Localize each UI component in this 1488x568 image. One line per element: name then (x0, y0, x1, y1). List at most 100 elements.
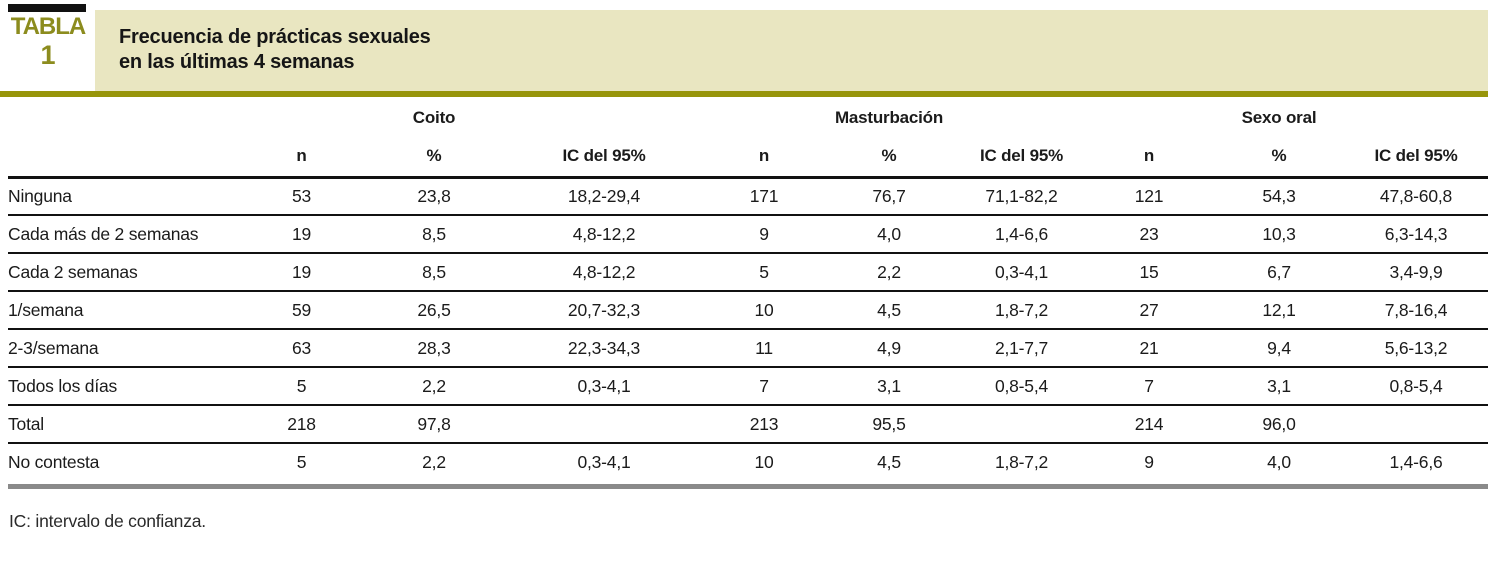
table-row: 2-3/semana 63 28,3 22,3-34,3 11 4,9 2,1-… (8, 329, 1488, 367)
cell: 4,8-12,2 (572, 223, 636, 244)
table-row: 1/semana 59 26,5 20,7-32,3 10 4,5 1,8-7,… (8, 291, 1488, 329)
row-label: No contesta (8, 452, 100, 472)
top-accent-bar (8, 4, 86, 12)
row-label: Cada más de 2 semanas (8, 223, 199, 244)
cell: 8,5 (422, 223, 446, 244)
cell: 22,3-34,3 (567, 337, 641, 358)
cell: 1,4-6,6 (994, 223, 1049, 244)
column-header: IC del 95% (979, 146, 1064, 166)
cell: 59 (291, 299, 312, 320)
cell: 9 (759, 223, 769, 244)
cell: 76,7 (872, 185, 906, 206)
spacer (1344, 98, 1488, 137)
table-row: No contesta 5 2,2 0,3-4,1 10 4,5 1,8-7,2… (8, 443, 1488, 481)
cell: 218 (287, 413, 316, 434)
table-row: Total 218 97,8 213 95,5 214 96,0 (8, 405, 1488, 443)
group-header-sexo-oral: Sexo oral (1241, 107, 1317, 127)
column-header: % (426, 146, 442, 166)
cell: 10 (754, 299, 774, 320)
cell: 6,3-14,3 (1384, 223, 1448, 244)
cell: 12,1 (1262, 299, 1296, 320)
cell: 5,6-13,2 (1384, 337, 1448, 358)
cell: 53 (291, 185, 312, 206)
cell: 1,8-7,2 (994, 299, 1049, 320)
cell: 95,5 (872, 413, 906, 434)
cell: 5 (296, 375, 307, 396)
accent-rule (0, 91, 1488, 97)
cell: 2,2 (422, 452, 446, 472)
cell (959, 405, 1084, 443)
cell (499, 405, 709, 443)
cell: 10,3 (1262, 223, 1296, 244)
spacer (709, 98, 819, 137)
table-row: Ninguna 53 23,8 18,2-29,4 171 76,7 71,1-… (8, 177, 1488, 215)
table-bottom-rule (8, 484, 1488, 489)
cell: 2,2 (422, 375, 446, 396)
table-title: Frecuencia de prácticas sexuales en las … (95, 10, 1488, 75)
cell: 27 (1139, 299, 1159, 320)
column-header: n (296, 146, 307, 166)
table-tag-word: TABLA (10, 13, 87, 40)
cell: 47,8-60,8 (1379, 185, 1453, 206)
table-row: Todos los días 5 2,2 0,3-4,1 7 3,1 0,8-5… (8, 367, 1488, 405)
cell: 214 (1134, 413, 1164, 434)
row-label: Ninguna (8, 185, 72, 206)
column-header: % (881, 146, 897, 166)
spacer (959, 98, 1084, 137)
cell: 8,5 (422, 261, 446, 282)
cell: 3,1 (877, 375, 901, 396)
cell: 23 (1139, 223, 1159, 244)
cell: 18,2-29,4 (567, 185, 641, 206)
cell: 1,4-6,6 (1389, 452, 1443, 472)
cell: 97,8 (417, 413, 451, 434)
corner-cell (8, 98, 234, 137)
cell: 7,8-16,4 (1384, 299, 1448, 320)
cell: 4,8-12,2 (572, 261, 636, 282)
cell: 19 (291, 261, 312, 282)
spacer (1084, 98, 1214, 137)
cell: 63 (291, 337, 312, 358)
column-header: % (1271, 146, 1287, 166)
row-label: Todos los días (8, 375, 118, 396)
table-row: Cada más de 2 semanas 19 8,5 4,8-12,2 9 … (8, 215, 1488, 253)
row-label: 1/semana (8, 299, 84, 320)
table-footnote: IC: intervalo de confianza. (9, 511, 206, 531)
frequency-table: Coito Masturbación Sexo oral n % IC del … (8, 98, 1488, 481)
column-header: n (758, 146, 770, 166)
cell: 2,1-7,7 (994, 337, 1049, 358)
cell: 4,5 (877, 452, 901, 472)
spacer (234, 98, 369, 137)
cell: 71,1-82,2 (985, 185, 1058, 206)
subheader-row: n % IC del 95% n % IC del 95% n % IC del… (8, 137, 1488, 177)
cell: 3,4-9,9 (1389, 261, 1443, 282)
cell: 19 (291, 223, 312, 244)
cell: 28,3 (417, 337, 451, 358)
column-header: IC del 95% (562, 146, 646, 166)
group-header-masturbacion: Masturbación (834, 107, 944, 127)
cell: 0,3-4,1 (994, 261, 1049, 282)
cell: 0,8-5,4 (1389, 375, 1443, 396)
row-label: Cada 2 semanas (8, 261, 138, 282)
cell: 9,4 (1267, 337, 1291, 358)
cell: 11 (755, 337, 773, 358)
cell: 15 (1139, 261, 1159, 282)
cell: 4,5 (877, 299, 901, 320)
spacer (499, 98, 709, 137)
cell: 20,7-32,3 (567, 299, 641, 320)
cell: 0,3-4,1 (577, 375, 631, 396)
table-row: Cada 2 semanas 19 8,5 4,8-12,2 5 2,2 0,3… (8, 253, 1488, 291)
cell: 0,8-5,4 (994, 375, 1049, 396)
title-band: Frecuencia de prácticas sexuales en las … (95, 10, 1488, 91)
cell: 7 (1144, 375, 1154, 396)
table-tag-number: 1 (40, 40, 56, 70)
cell: 3,1 (1267, 375, 1291, 396)
table-title-line1: Frecuencia de prácticas sexuales (119, 26, 431, 48)
cell (1344, 405, 1488, 443)
cell: 171 (749, 185, 779, 206)
column-header: n (1143, 146, 1155, 166)
cell: 6,7 (1267, 261, 1291, 282)
column-header: IC del 95% (1374, 146, 1458, 166)
cell: 54,3 (1262, 185, 1296, 206)
table-tag: TABLA 1 (6, 15, 90, 69)
